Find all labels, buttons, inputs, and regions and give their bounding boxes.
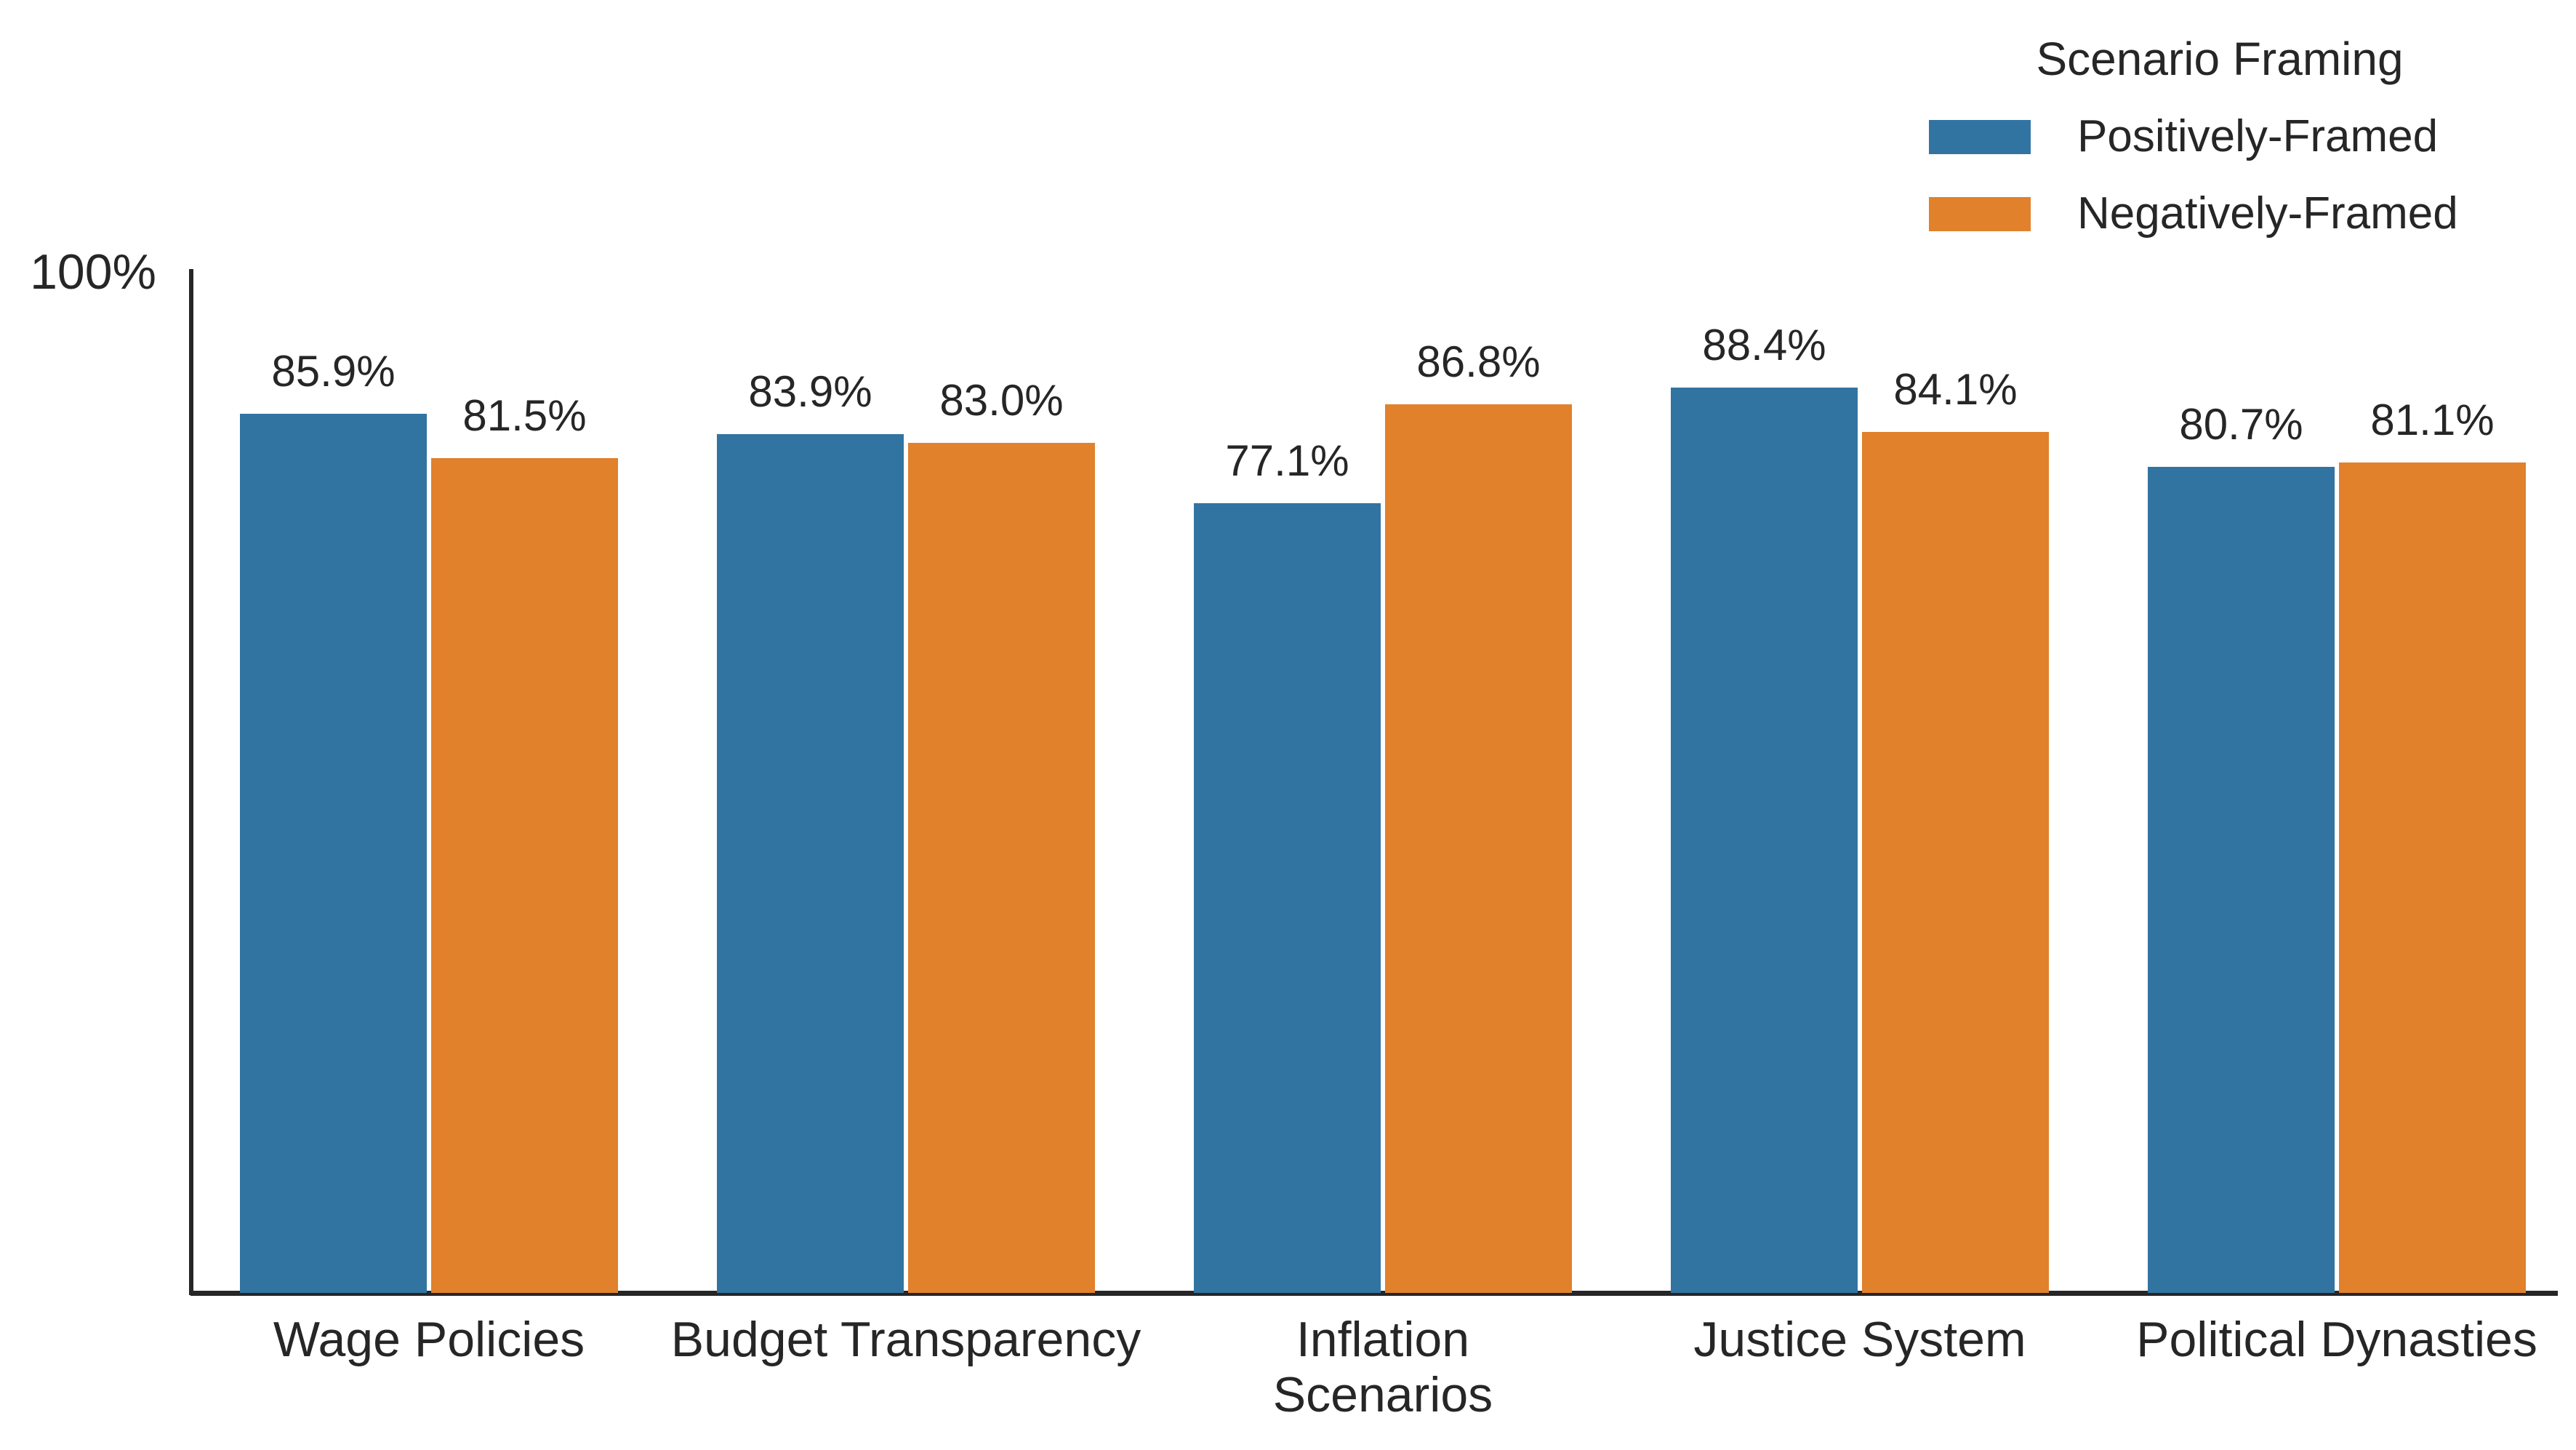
legend-swatch-negatively-framed: [1929, 196, 2031, 231]
bar-positively-framed: [1671, 388, 1858, 1293]
category-label: Inflation Scenarios: [1272, 1312, 1493, 1422]
bar-value-label: 81.5%: [462, 391, 587, 440]
legend-item-negatively-framed: Negatively-Framed: [1929, 188, 2511, 239]
legend-item-positively-framed: Positively-Framed: [1929, 111, 2511, 162]
bar-positively-framed: [240, 414, 427, 1293]
bar-negatively-framed: [1385, 404, 1572, 1293]
bar-positively-framed: [1194, 503, 1381, 1293]
bar-negatively-framed: [908, 443, 1095, 1293]
bar-positively-framed: [2148, 467, 2335, 1293]
category-label: Wage Policies: [273, 1312, 585, 1367]
bar-value-label: 83.9%: [748, 367, 872, 416]
bar-value-label: 83.0%: [939, 376, 1064, 425]
bar-negatively-framed: [1862, 432, 2049, 1293]
legend-swatch-positively-framed: [1929, 119, 2031, 154]
bar-value-label: 77.1%: [1225, 436, 1349, 485]
category-label: Justice System: [1693, 1312, 2026, 1367]
x-axis-spine: [190, 1291, 2558, 1296]
y-axis-spine: [189, 269, 193, 1295]
bar-value-label: 84.1%: [1893, 365, 2018, 414]
y-axis-tick-label-100: 100%: [30, 244, 156, 300]
legend-label-positively-framed: Positively-Framed: [2077, 111, 2439, 161]
legend: Scenario Framing Positively-Framed Negat…: [1929, 33, 2511, 239]
bar-value-label: 80.7%: [2179, 400, 2303, 449]
bar-positively-framed: [717, 434, 904, 1293]
bar-negatively-framed: [431, 458, 618, 1293]
bar-value-label: 86.8%: [1416, 337, 1541, 386]
category-label: Political Dynasties: [2136, 1312, 2537, 1367]
bar-value-label: 88.4%: [1702, 321, 1826, 369]
category-label: Budget Transparency: [670, 1312, 1141, 1367]
bar-value-label: 81.1%: [2370, 396, 2495, 444]
bar-value-label: 85.9%: [271, 347, 396, 396]
legend-title: Scenario Framing: [2036, 33, 2404, 85]
legend-label-negatively-framed: Negatively-Framed: [2077, 188, 2458, 239]
bar-negatively-framed: [2339, 462, 2526, 1293]
